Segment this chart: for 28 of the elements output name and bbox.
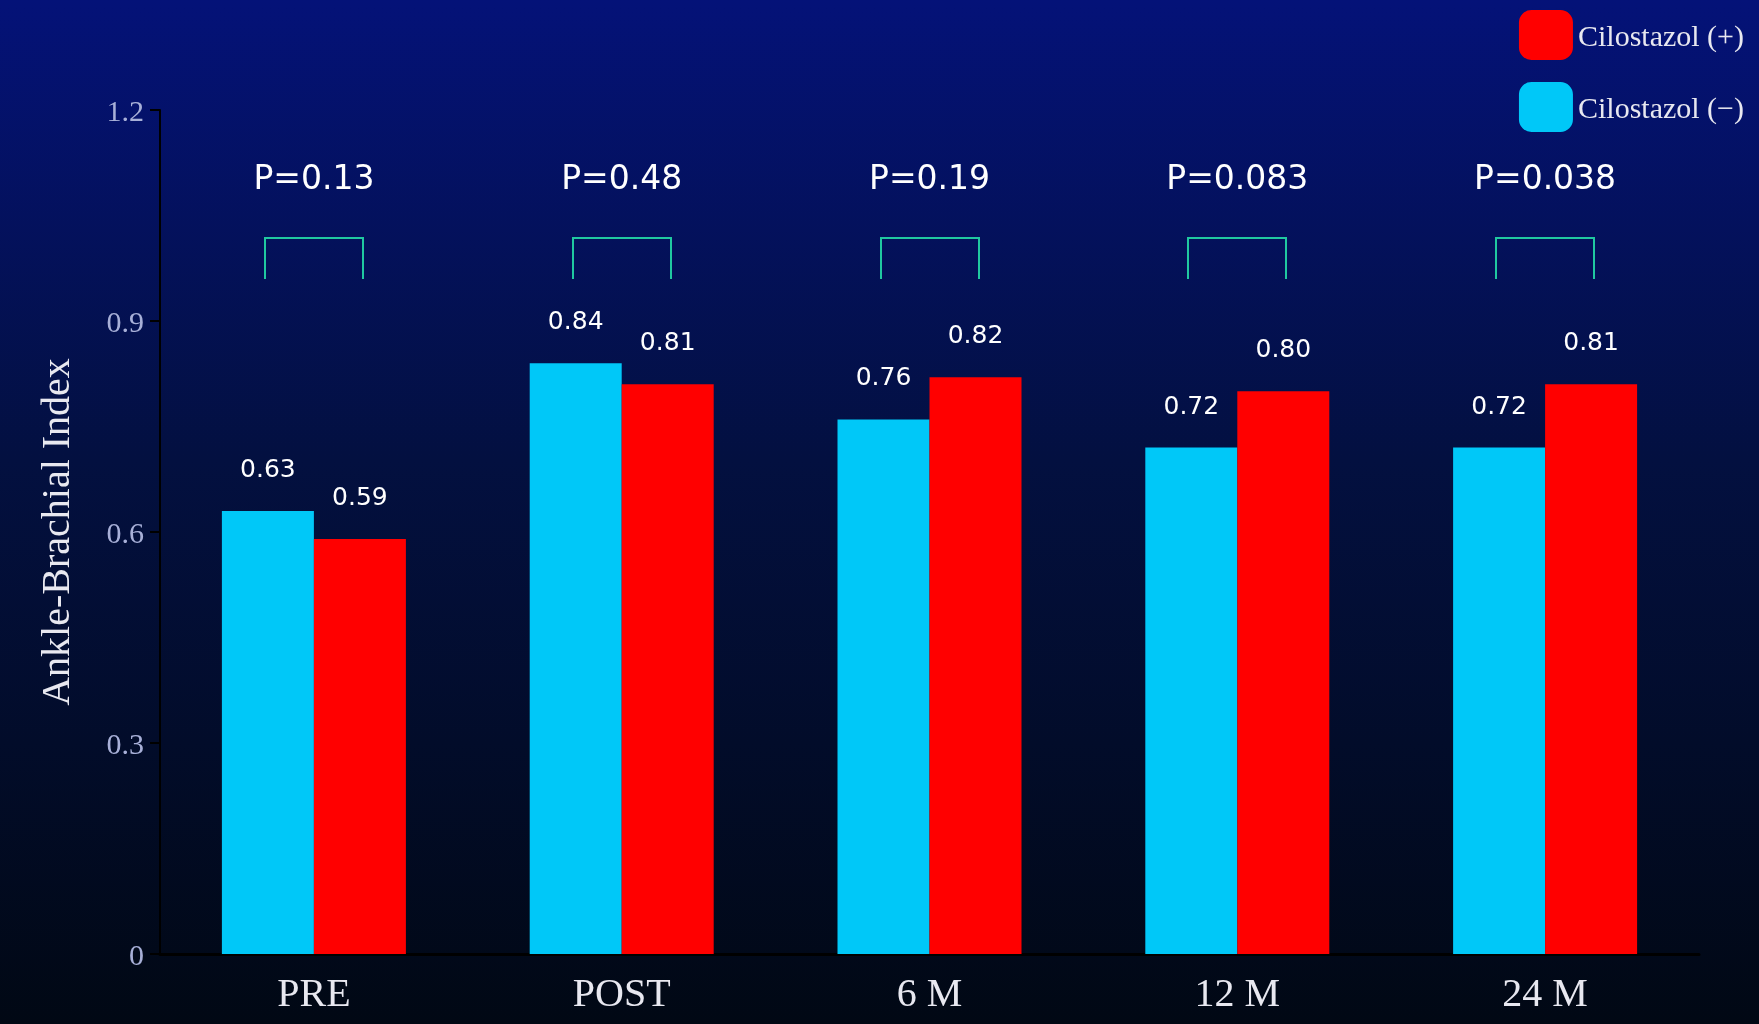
x-tick-label: 6 M (896, 969, 963, 1015)
x-tick-label: POST (572, 969, 671, 1015)
legend-label: Cilostazol (−) (1577, 90, 1745, 125)
y-tick-label: 0.3 (106, 726, 144, 760)
data-label: 0.80 (1255, 334, 1312, 364)
x-tick-label: 12 M (1194, 969, 1281, 1015)
data-label: 0.59 (332, 482, 388, 512)
data-label: 0.72 (1163, 390, 1220, 420)
annotation: P=0.13 (253, 158, 375, 198)
annotation: P=0.19 (868, 158, 991, 198)
y-tick-label: 1.2 (106, 93, 144, 127)
data-label: 0.84 (547, 306, 604, 336)
data-label: 0.76 (855, 362, 912, 392)
y-tick-label: 0.9 (106, 304, 144, 338)
data-label: 0.63 (240, 453, 296, 483)
annotation: P=0.038 (1474, 158, 1617, 198)
data-label: 0.81 (1563, 327, 1619, 357)
annotation: P=0.083 (1166, 158, 1309, 198)
y-tick-label: 0 (129, 937, 144, 971)
annotation: P=0.48 (561, 158, 683, 198)
data-label: 0.81 (639, 327, 696, 357)
legend-label: Cilostazol (+) (1577, 18, 1745, 53)
x-tick-label: PRE (277, 969, 351, 1015)
x-tick-label: 24 M (1502, 969, 1588, 1015)
data-label: 0.82 (947, 320, 1004, 350)
data-label: 0.72 (1471, 390, 1527, 420)
y-axis-title: Ankle-Brachial Index (32, 358, 78, 706)
y-tick-label: 0.6 (106, 515, 144, 549)
